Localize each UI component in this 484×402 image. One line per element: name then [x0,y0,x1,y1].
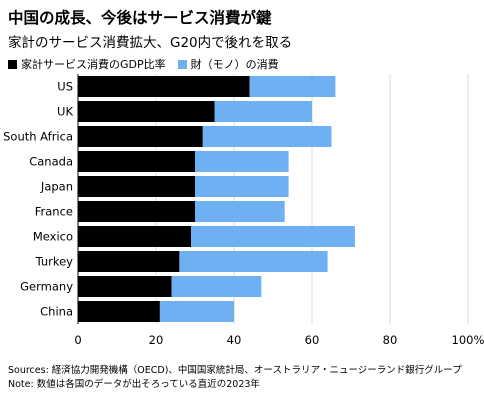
bar-goods [249,76,336,97]
category-label: Japan [40,180,73,194]
bar-goods [191,226,355,247]
bar-goods [202,126,332,147]
legend: 家計サービス消費のGDP比率 財（モノ）の消費 [8,56,291,72]
category-label: China [40,305,73,319]
bar-goods [214,101,312,122]
x-tick-label: 0 [74,333,81,347]
data-note: Note: 数値は各国のデータが出そろっている直近の2023年 [8,379,260,390]
bar-goods [179,251,328,272]
x-tick-label: 40 [227,333,242,347]
bar-goods [195,201,285,222]
x-tick-label: 100% [452,333,484,347]
x-tick-label: 80 [383,333,398,347]
bar-services [78,101,215,122]
legend-item-goods: 財（モノ）の消費 [177,56,279,72]
bar-services [78,76,250,97]
category-label: Germany [20,280,73,294]
legend-item-services: 家計サービス消費のGDP比率 [8,56,166,72]
bar-services [78,226,192,247]
bar-goods [195,151,289,172]
chart-subtitle: 家計のサービス消費拡大、G20内で後れを取る [8,35,293,51]
chart-title: 中国の成長、今後はサービス消費が鍵 [8,9,272,27]
category-label: South Africa [3,130,73,144]
bar-goods [159,301,234,322]
category-label: Mexico [33,230,73,244]
footnotes: Sources: 経済協力開発機構（OECD)、中国国家統計局、オーストラリア・… [8,364,462,392]
bar-services [78,251,180,272]
category-label: Canada [29,155,73,169]
bar-goods [171,276,262,297]
bar-services [78,301,160,322]
legend-label-goods: 財（モノ）の消費 [190,58,279,71]
category-label: UK [57,105,73,119]
x-tick-label: 20 [149,333,164,347]
sources-note: Sources: 経済協力開発機構（OECD)、中国国家統計局、オーストラリア・… [8,365,462,376]
category-label: US [57,80,73,94]
bar-services [78,151,195,172]
category-label: France [35,205,73,219]
bar-goods [195,176,289,197]
x-tick-label: 60 [305,333,320,347]
legend-swatch-goods [177,59,187,69]
bar-services [78,176,195,197]
bar-services [78,276,172,297]
legend-label-services: 家計サービス消費のGDP比率 [21,58,166,71]
bar-services [78,126,203,147]
category-label: Turkey [35,255,74,269]
legend-swatch-services [8,59,17,69]
bar-services [78,201,195,222]
